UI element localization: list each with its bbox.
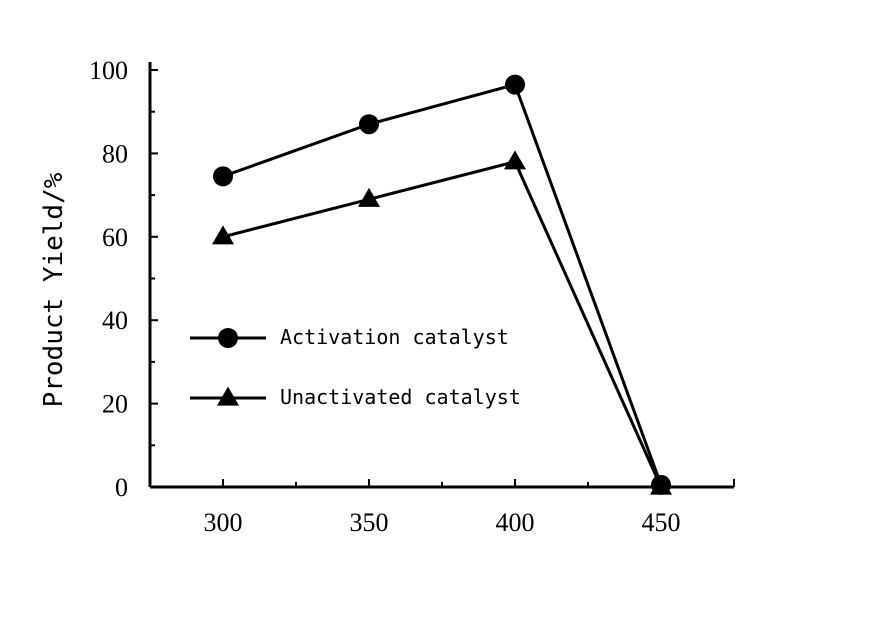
legend-label: Activation catalyst	[280, 325, 509, 349]
x-tick-label: 350	[350, 508, 389, 537]
data-point	[212, 225, 234, 245]
legend-entry: Activation catalyst	[190, 325, 509, 349]
series-layer	[212, 74, 672, 495]
legend: Activation catalyst Unactivated catalyst	[190, 325, 521, 409]
legend-entry: Unactivated catalyst	[190, 385, 521, 409]
legend-label: Unactivated catalyst	[280, 385, 521, 409]
legend-marker	[217, 386, 239, 406]
data-point	[650, 475, 672, 495]
data-point	[504, 150, 526, 170]
y-tick-label: 60	[102, 223, 128, 252]
series-triangle	[212, 150, 672, 495]
x-tick-label: 450	[642, 508, 681, 537]
y-tick-label: 100	[89, 56, 128, 85]
series-line	[222, 82, 663, 486]
x-tick-label: 300	[204, 508, 243, 537]
series-line	[222, 159, 663, 488]
y-tick-label: 20	[102, 390, 128, 419]
data-point	[359, 114, 379, 135]
x-tick-label: 400	[496, 508, 535, 537]
data-point	[213, 166, 233, 187]
y-tick-label: 0	[115, 473, 128, 502]
series-circle	[213, 74, 671, 495]
x-axis-ticks: 300 350 400 450	[149, 479, 735, 537]
legend-marker	[218, 328, 238, 348]
y-tick-label: 80	[102, 139, 128, 168]
data-point	[505, 74, 525, 95]
data-point	[358, 187, 380, 207]
y-tick-label: 40	[102, 306, 128, 335]
y-axis-ticks: 0 20 40 60 80 100	[89, 56, 158, 502]
axes	[148, 62, 735, 489]
y-axis-label: Product Yield/%	[39, 172, 69, 407]
